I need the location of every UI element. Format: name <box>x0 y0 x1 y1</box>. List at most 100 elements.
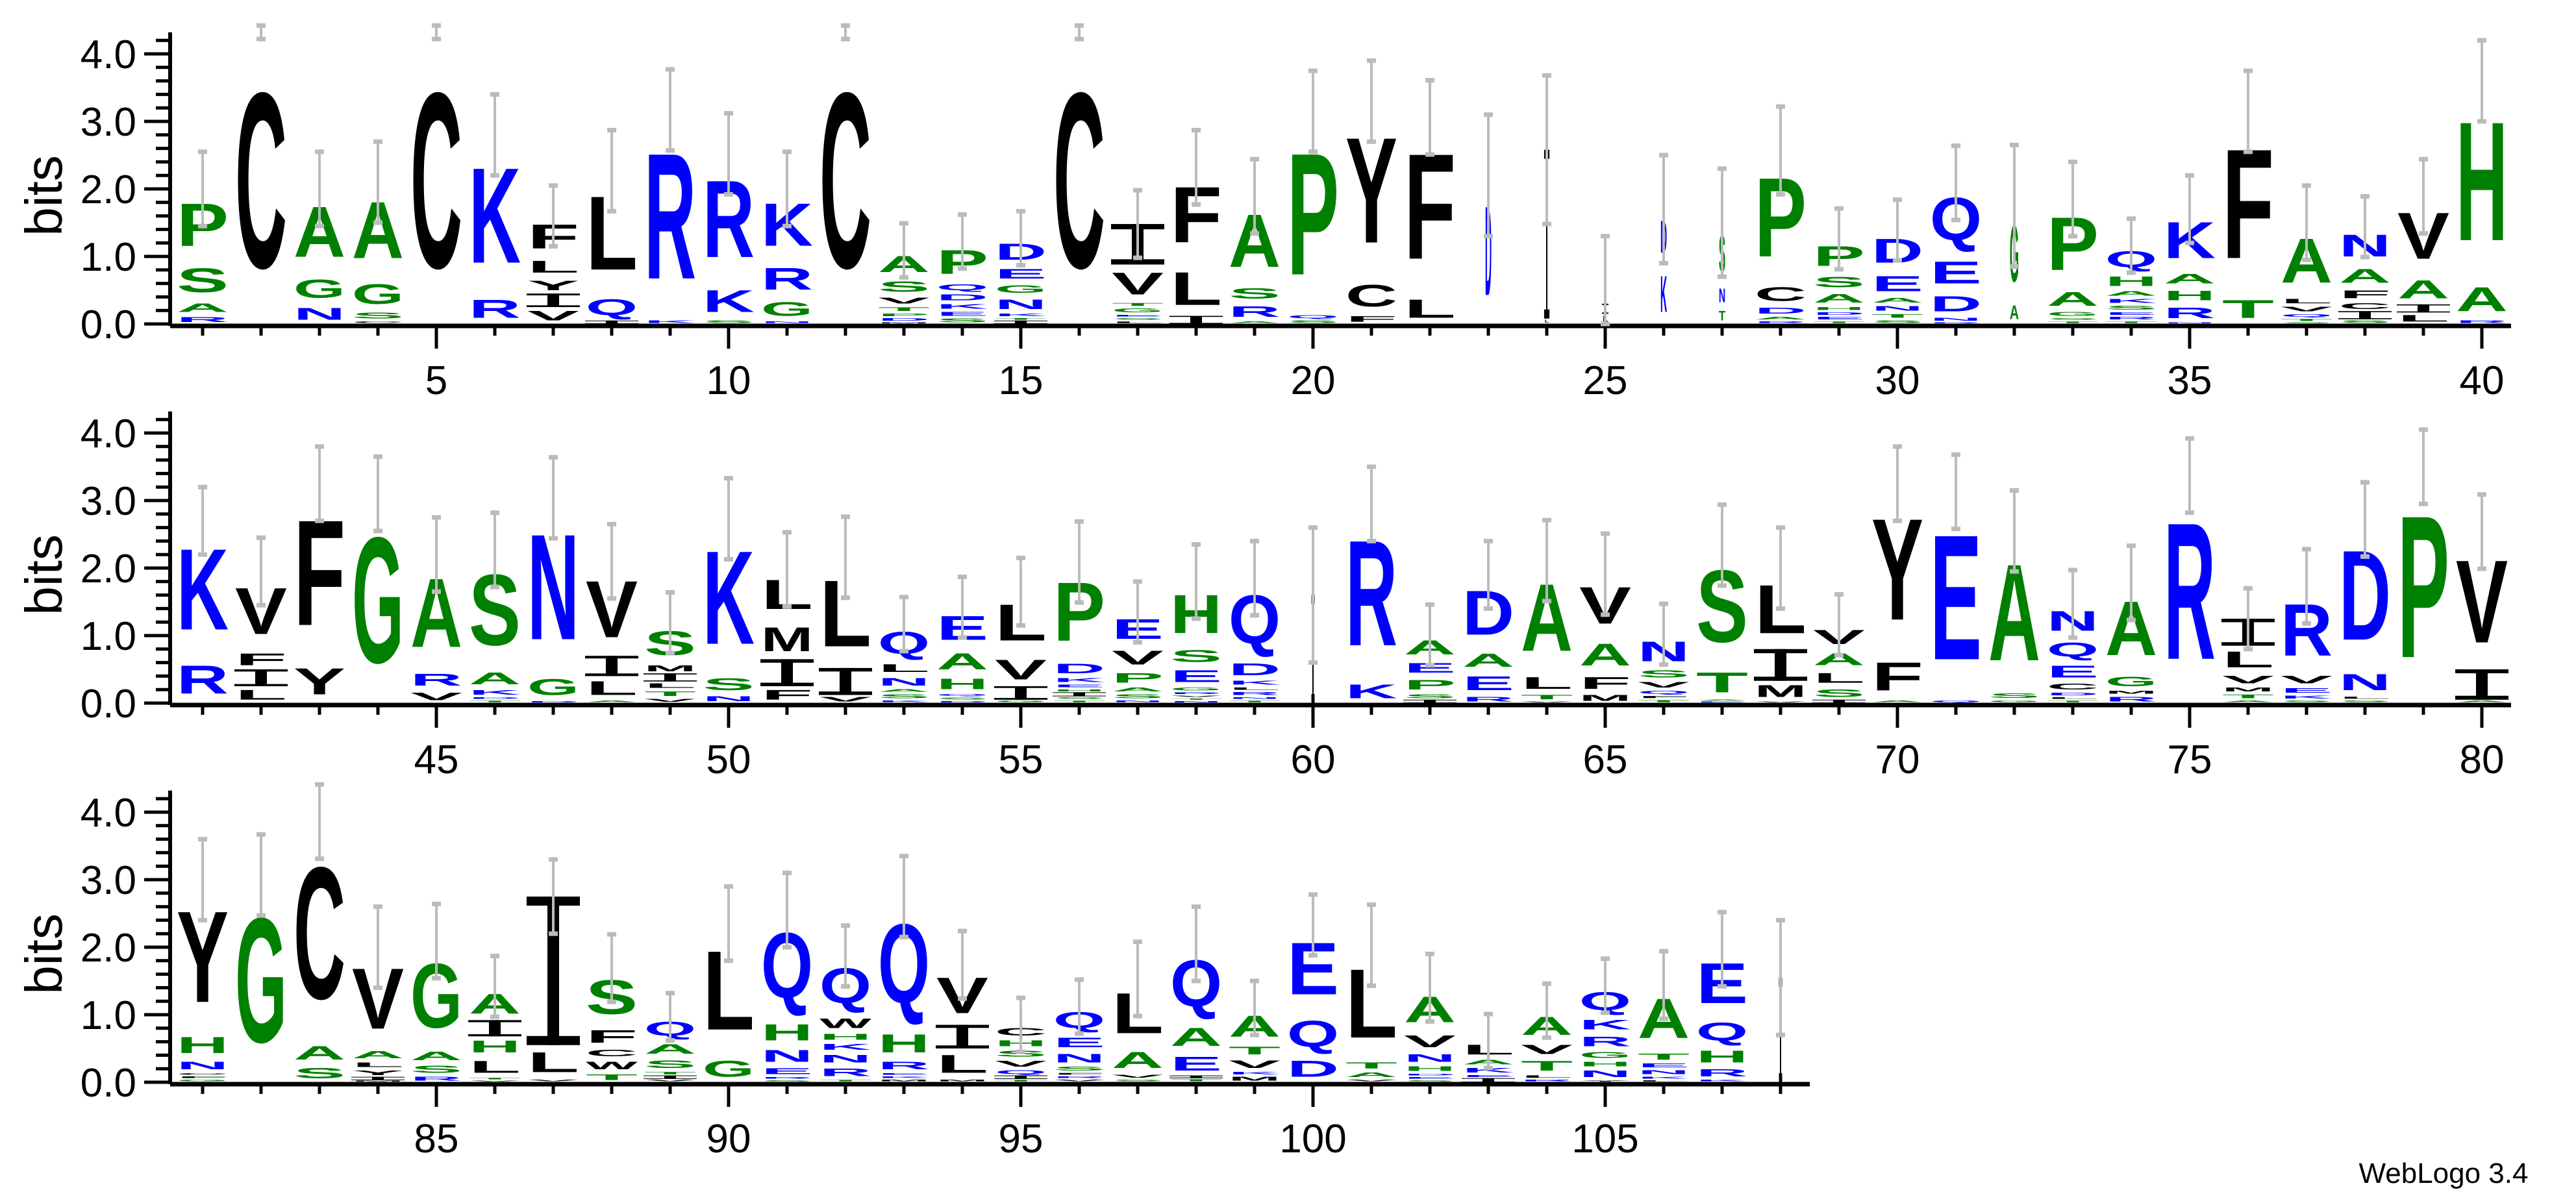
letter-D-pos-23: D <box>1485 180 1492 323</box>
letter-T-pos-101: T <box>1345 1061 1397 1071</box>
letter-T-pos-56: T <box>1053 700 1105 702</box>
letter-N-pos-78: N <box>2339 669 2391 695</box>
x-tick-label: 5 <box>425 358 447 403</box>
letter-M-pos-74: M <box>2105 690 2157 695</box>
y-tick-label: 3.0 <box>81 479 136 524</box>
letter-C-pos-88: C <box>586 1048 638 1058</box>
letter-A-pos-54: A <box>936 649 988 674</box>
letter-V-pos-104: V <box>1521 1042 1573 1057</box>
letter-C-pos-38: C <box>2339 302 2391 311</box>
letter-I-pos-86 <box>468 1020 521 1037</box>
letter-K-pos-59: K <box>1229 680 1281 686</box>
weblogo-credit: WebLogo 3.4 <box>2359 1158 2529 1189</box>
letter-E-pos-34: E <box>2105 312 2157 316</box>
letter-S-pos-78: S <box>2339 700 2391 702</box>
letter-P-pos-62: P <box>1404 677 1456 693</box>
y-tick-label: 1.0 <box>81 993 136 1038</box>
letter-I-pos-94 <box>936 1024 989 1048</box>
letter-N-pos-106: N <box>1638 1069 1690 1075</box>
letter-S-pos-50: S <box>703 675 755 694</box>
letter-I-pos-48 <box>585 656 638 676</box>
letter-A-pos-83: A <box>294 1042 345 1063</box>
letter-E-pos-93: E <box>878 1072 930 1075</box>
letter-T-pos-27: T <box>1719 308 1725 324</box>
letter-L-pos-104: L <box>1521 1074 1573 1078</box>
letter-I-pos-52 <box>819 667 872 695</box>
letter-S-pos-54: S <box>936 697 988 700</box>
letter-L-pos-7: L <box>527 258 579 277</box>
letter-A-pos-32: A <box>2010 301 2019 323</box>
x-tick-label: 25 <box>1583 358 1628 403</box>
letter-F-pos-21: F <box>1345 314 1397 323</box>
letter-G-pos-15: G <box>995 283 1047 295</box>
letter-V-pos-95: V <box>995 1060 1047 1069</box>
letter-H-pos-29: H <box>1813 306 1865 311</box>
letter-G-pos-105: G <box>1579 1050 1631 1060</box>
letter-S-pos-58: S <box>1170 647 1222 665</box>
letter-Q-pos-20: Q <box>1287 314 1339 319</box>
letter-Q-pos-66: Q <box>1638 690 1690 695</box>
letter-Y-pos-105: Y <box>1579 1080 1631 1082</box>
letter-G-pos-74: G <box>2105 674 2157 689</box>
letter-F-pos-38: F <box>2339 288 2391 301</box>
letter-E-pos-62: E <box>1404 660 1456 676</box>
letter-F-pos-65: F <box>1579 674 1631 693</box>
letter-A-pos-57: A <box>1112 687 1164 693</box>
letter-H-pos-107: H <box>1696 1048 1748 1067</box>
y-tick-label: 2.0 <box>81 167 136 212</box>
letter-A-pos-63: A <box>1462 650 1514 671</box>
letter-C-pos-28: C <box>1755 283 1807 305</box>
letter-Q-pos-71: Q <box>1930 700 1982 702</box>
letter-L-pos-106: L <box>1638 1080 1690 1082</box>
letter-V-pos-76: V <box>2222 673 2274 686</box>
letter-M-pos-68: M <box>1755 682 1807 700</box>
letter-N-pos-59: N <box>1229 697 1281 699</box>
letter-A-pos-1: A <box>177 301 229 315</box>
letter-E-pos-56: E <box>1053 684 1105 688</box>
letter-T-pos-37: T <box>2281 318 2332 321</box>
letter-K-pos-77: K <box>2281 695 2332 699</box>
letter-S-pos-33: S <box>2047 317 2099 320</box>
letter-I-pos-15 <box>994 320 1047 324</box>
letter-V-pos-37: V <box>2281 306 2332 313</box>
letter-L-pos-84: L <box>352 1061 404 1069</box>
letter-L-pos-22: L <box>1404 294 1456 323</box>
letter-K-pos-15: K <box>995 313 1047 317</box>
letter-L-pos-53: L <box>878 662 930 675</box>
letter-T-pos-73: T <box>2047 700 2099 702</box>
letter-N-pos-105: N <box>1579 1069 1631 1079</box>
letter-I-pos-18 <box>1169 316 1223 324</box>
y-tick-label: 3.0 <box>81 100 136 145</box>
letter-N-pos-58: N <box>1170 700 1222 702</box>
letter-M-pos-49: M <box>644 664 696 673</box>
letter-K-pos-99: K <box>1229 1071 1281 1075</box>
letter-E-pos-15: E <box>995 266 1047 282</box>
letter-N-pos-57: N <box>1112 700 1164 702</box>
letter-S-pos-10: S <box>703 319 755 323</box>
letter-S-pos-102: S <box>1404 1080 1456 1082</box>
letter-A-pos-40: A <box>2456 280 2508 319</box>
x-tick-label: 55 <box>999 738 1044 782</box>
letter-M-pos-13: M <box>878 322 930 323</box>
letter-V-pos-55: V <box>995 654 1047 686</box>
letter-K-pos-46: K <box>469 689 521 696</box>
letter-S-pos-72: S <box>1988 692 2040 699</box>
letter-A-pos-46: A <box>469 669 521 688</box>
letter-D-pos-56: D <box>1053 661 1105 676</box>
letter-A-pos-30: A <box>1871 297 1923 304</box>
y-tick-label: 1.0 <box>81 614 136 659</box>
letter-I-pos-69 <box>1812 699 1866 703</box>
letter-S-pos-37: S <box>2281 322 2332 323</box>
letter-M-pos-93: M <box>878 1079 930 1082</box>
x-tick-label: 10 <box>707 358 751 403</box>
letter-L-pos-48: L <box>586 677 638 699</box>
x-tick-label: 65 <box>1583 738 1628 782</box>
letter-K-pos-61: K <box>1345 680 1397 702</box>
letter-G-pos-4: G <box>352 279 404 310</box>
letter-G-pos-58: G <box>1170 687 1222 691</box>
letter-V-pos-17: V <box>1112 266 1164 301</box>
letter-L-pos-49: L <box>644 682 696 689</box>
letter-T-pos-99: T <box>1229 1045 1281 1057</box>
